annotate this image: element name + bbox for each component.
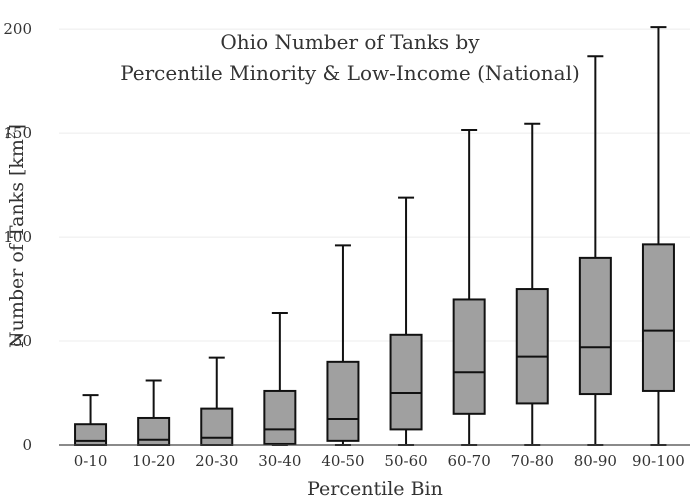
x-tick-label: 50-60 (384, 452, 427, 470)
box-group (578, 55, 612, 446)
y-tick-label: 50 (13, 332, 32, 350)
box-group (74, 394, 108, 446)
chart-title-line-2: Percentile Minority & Low-Income (Nation… (120, 61, 580, 85)
y-axis-label-end: ] (6, 124, 28, 131)
y-tick-label: 0 (22, 436, 32, 454)
y-axis-label-main: Number of Tanks [km (6, 139, 28, 348)
iqr-box (326, 360, 360, 442)
boxes (74, 26, 675, 447)
iqr-box (200, 407, 234, 446)
box-group (452, 129, 486, 446)
chart-title-line-1: Ohio Number of Tanks by (220, 30, 480, 54)
x-tick-label: 0-10 (74, 452, 108, 470)
iqr-box (452, 298, 486, 415)
y-axis-label-superscript: 2 (4, 131, 18, 139)
x-tick-label: 30-40 (258, 452, 301, 470)
y-axis-label: Number of Tanks [km2] (4, 124, 28, 348)
iqr-box (578, 256, 612, 396)
x-tick-label: 20-30 (195, 452, 238, 470)
x-tick-label: 60-70 (448, 452, 491, 470)
box-group (200, 356, 234, 446)
iqr-box (515, 288, 549, 405)
y-tick-label: 100 (3, 228, 32, 246)
x-tick-labels: 0-10 10-20 20-30 30-40 40-50 50-60 60-70 70-80 8… (74, 452, 685, 470)
iqr-box (263, 389, 297, 445)
box-group (389, 196, 423, 446)
x-tick-label: 10-20 (132, 452, 175, 470)
box-group (137, 379, 171, 447)
x-axis-label: Percentile Bin (307, 478, 443, 500)
iqr-box (137, 416, 171, 447)
x-tick-label: 80-90 (574, 452, 617, 470)
x-tick-label: 70-80 (511, 452, 554, 470)
box-group (326, 244, 360, 446)
y-tick-label: 150 (3, 124, 32, 142)
iqr-box (74, 423, 108, 446)
x-tick-label: 90-100 (632, 452, 685, 470)
box-group (641, 26, 675, 446)
box-group (515, 122, 549, 446)
iqr-box (389, 333, 423, 431)
iqr-box (641, 243, 675, 392)
box-group (263, 311, 297, 446)
y-tick-label: 200 (3, 20, 32, 38)
x-tick-label: 40-50 (321, 452, 364, 470)
y-tick-labels: 0 50 100 150 200 (3, 20, 32, 454)
